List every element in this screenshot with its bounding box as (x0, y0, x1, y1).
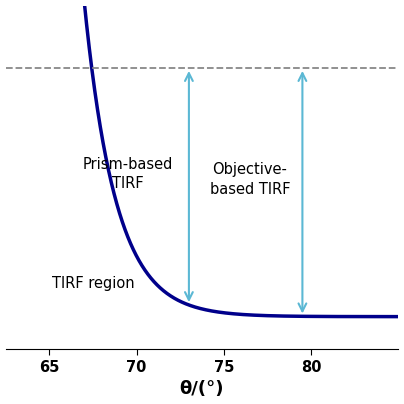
Text: Objective-
based TIRF: Objective- based TIRF (210, 162, 290, 197)
X-axis label: θ/(°): θ/(°) (180, 381, 224, 398)
Text: TIRF region: TIRF region (52, 276, 134, 291)
Text: Prism-based
TIRF: Prism-based TIRF (82, 157, 173, 191)
